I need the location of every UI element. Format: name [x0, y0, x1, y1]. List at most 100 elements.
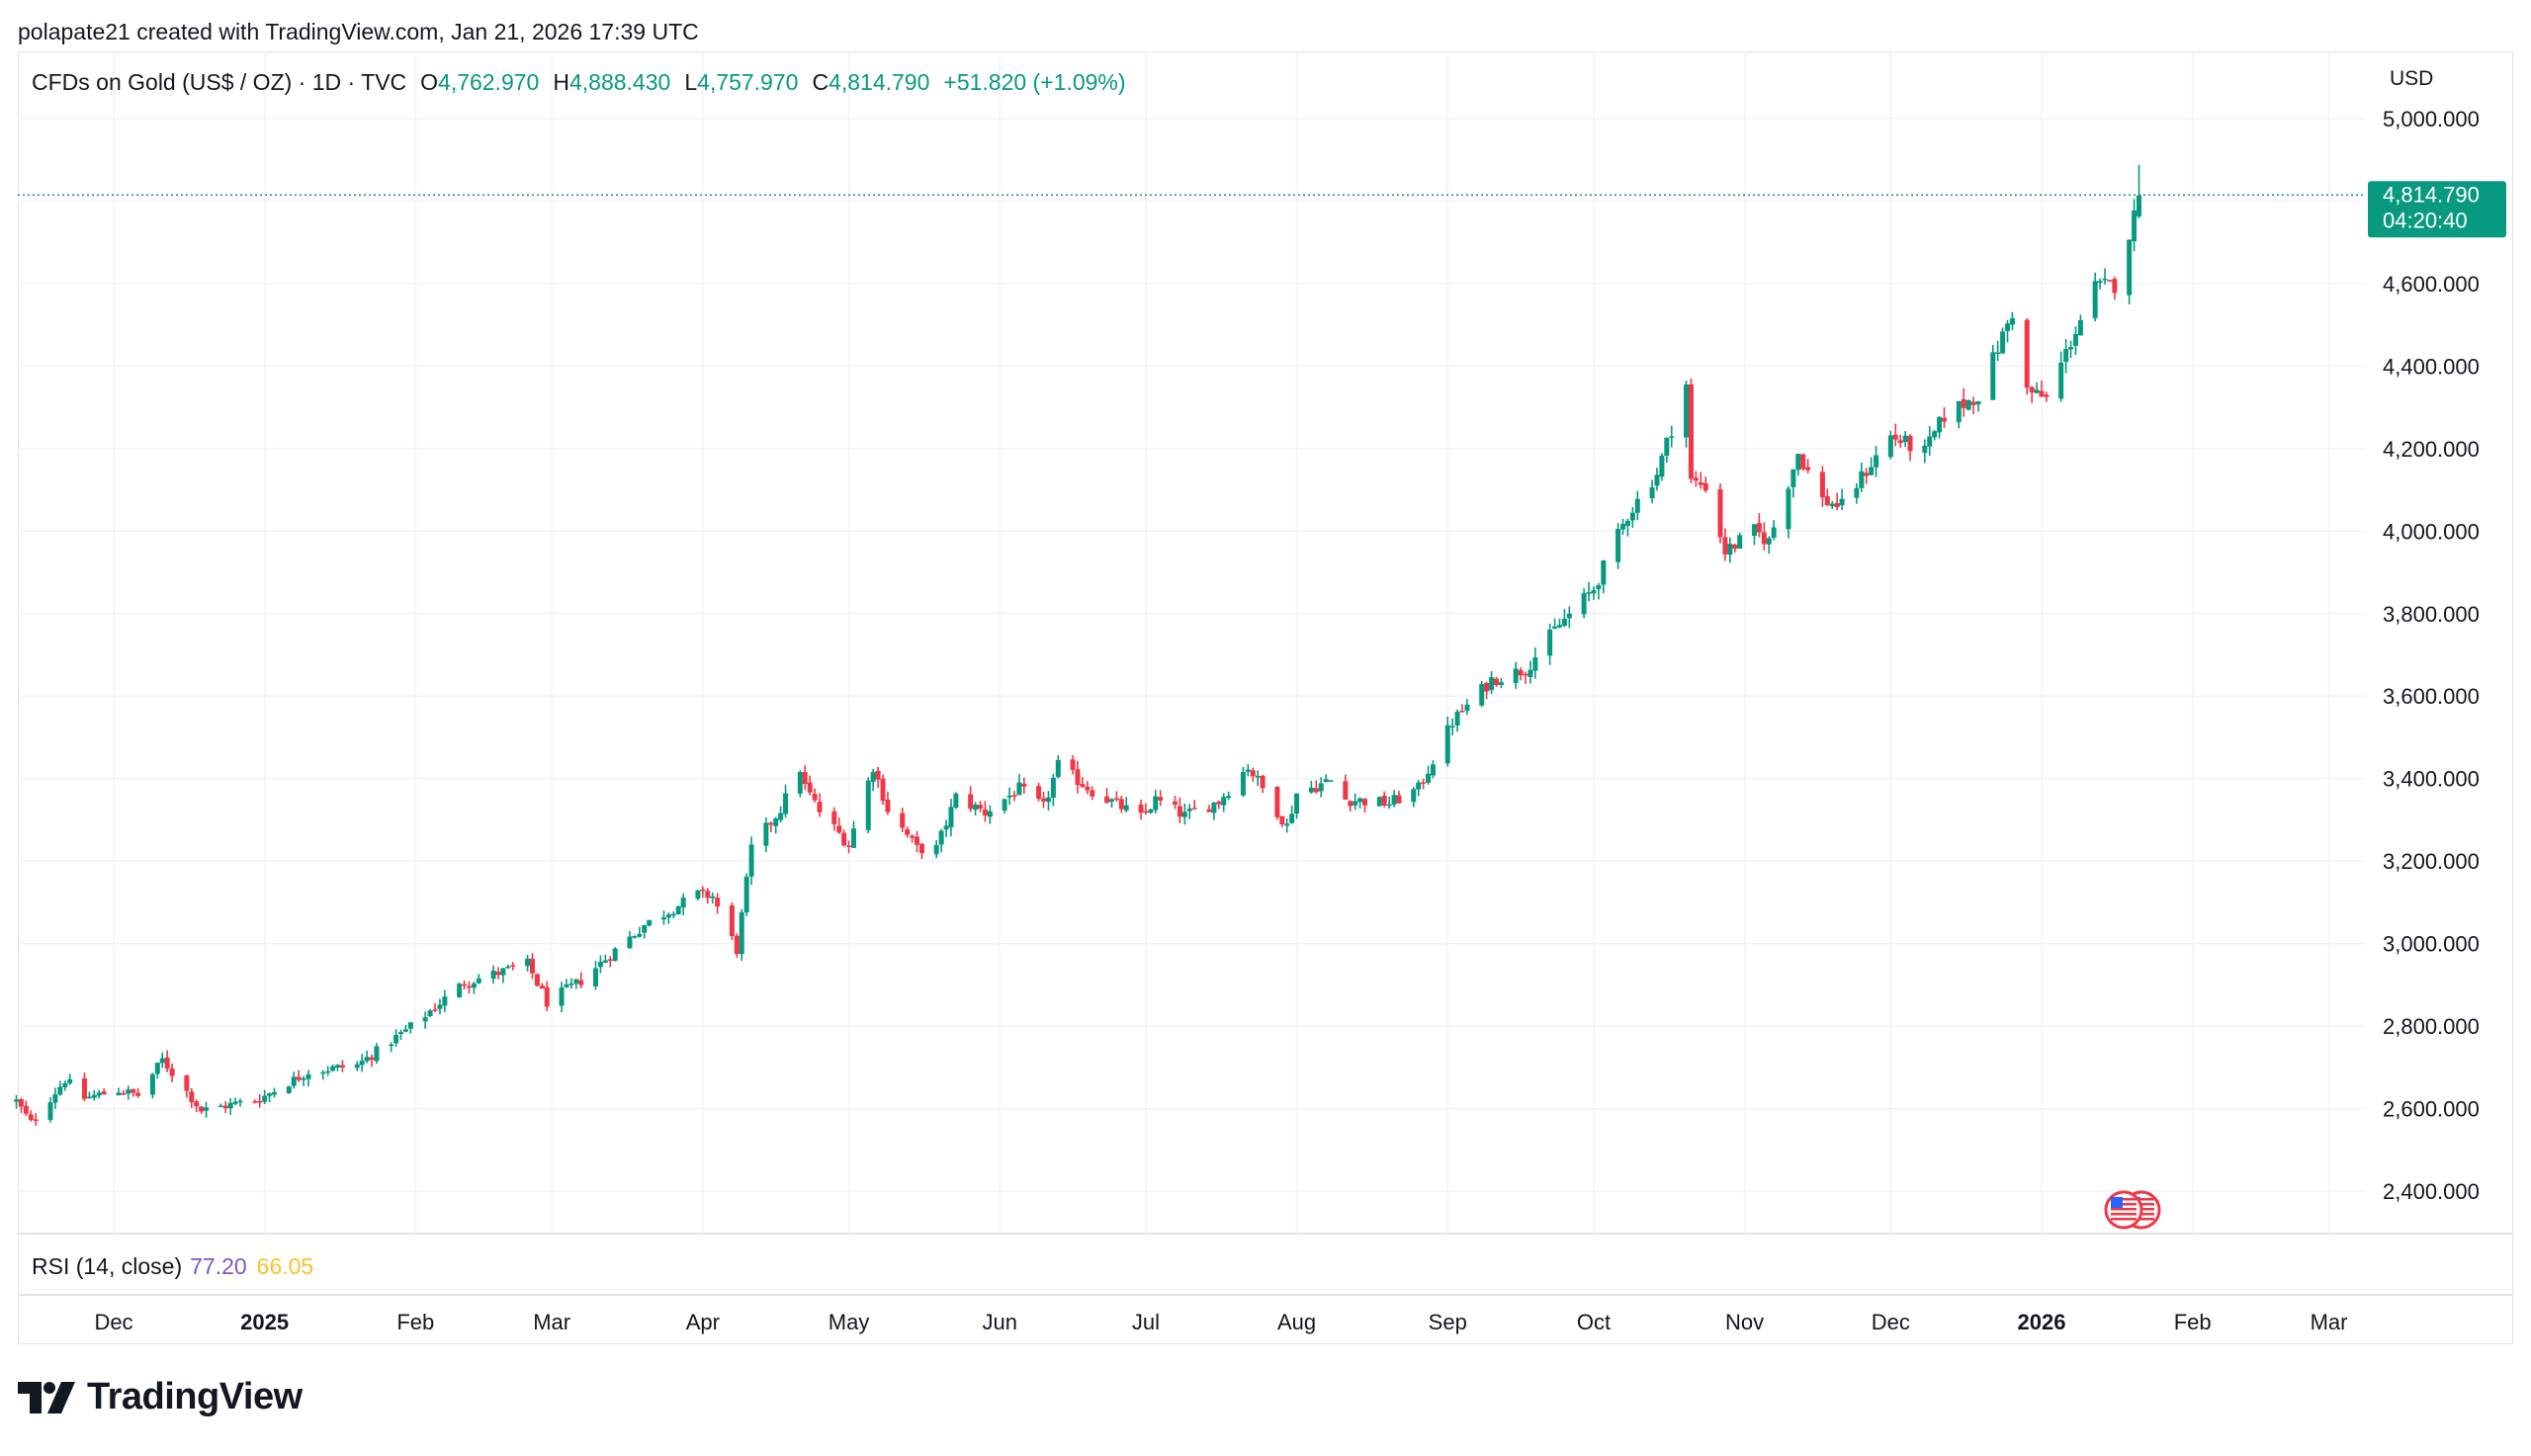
candle-body[interactable] — [593, 968, 598, 986]
candle-body[interactable] — [715, 898, 721, 907]
candle-body[interactable] — [850, 828, 856, 848]
candle-body[interactable] — [1937, 416, 1943, 433]
candle-body[interactable] — [1751, 524, 1757, 536]
candle-body[interactable] — [2136, 195, 2141, 216]
candle-body[interactable] — [1629, 512, 1635, 521]
candle-body[interactable] — [101, 1091, 107, 1095]
candle-body[interactable] — [1907, 435, 1913, 452]
candle-body[interactable] — [1493, 678, 1499, 686]
candle-body[interactable] — [1464, 704, 1470, 712]
candle-body[interactable] — [67, 1078, 73, 1084]
last-price-tag[interactable] — [2368, 181, 2506, 238]
candle-body[interactable] — [846, 845, 852, 847]
candle-body[interactable] — [642, 925, 648, 933]
candle-body[interactable] — [490, 970, 496, 980]
candle-body[interactable] — [973, 804, 979, 811]
candle-body[interactable] — [1557, 625, 1562, 628]
tradingview-brand[interactable]: TradingView — [18, 1376, 303, 1418]
candle-body[interactable] — [320, 1071, 326, 1074]
candle-body[interactable] — [232, 1101, 238, 1104]
candle-body[interactable] — [680, 898, 686, 908]
candle-body[interactable] — [1975, 401, 1981, 405]
candle-body[interactable] — [1527, 669, 1533, 678]
candle-body[interactable] — [743, 876, 749, 913]
candle-body[interactable] — [1240, 772, 1246, 796]
candle-body[interactable] — [1854, 487, 1860, 498]
candle-body[interactable] — [2058, 362, 2064, 399]
candle-body[interactable] — [257, 1100, 263, 1103]
candle-body[interactable] — [325, 1071, 331, 1073]
candle-body[interactable] — [1421, 782, 1427, 784]
candle-body[interactable] — [1245, 769, 1251, 772]
candle-body[interactable] — [1684, 384, 1690, 438]
candle-body[interactable] — [204, 1107, 210, 1111]
candle-body[interactable] — [1158, 797, 1164, 801]
candle-body[interactable] — [23, 1105, 29, 1114]
candle-body[interactable] — [1172, 801, 1178, 806]
candle-body[interactable] — [2024, 319, 2030, 388]
candle-body[interactable] — [505, 966, 511, 969]
candle-body[interactable] — [237, 1100, 243, 1103]
candle-body[interactable] — [194, 1101, 200, 1107]
candle-body[interactable] — [2107, 280, 2113, 282]
candle-body[interactable] — [1819, 471, 1825, 498]
candle-body[interactable] — [1090, 790, 1095, 797]
candle-body[interactable] — [905, 829, 911, 835]
candle-body[interactable] — [938, 830, 944, 845]
candle-body[interactable] — [500, 968, 506, 976]
candle-body[interactable] — [1284, 823, 1290, 826]
candle-body[interactable] — [807, 782, 813, 793]
candle-body[interactable] — [1839, 498, 1845, 506]
candle-body[interactable] — [1702, 482, 1708, 491]
candle-body[interactable] — [1041, 798, 1047, 802]
candle-body[interactable] — [647, 919, 653, 926]
candle-body[interactable] — [568, 983, 574, 985]
candle-body[interactable] — [149, 1073, 155, 1095]
candle-body[interactable] — [1036, 786, 1042, 800]
candle-body[interactable] — [1859, 471, 1865, 488]
candle-body[interactable] — [1824, 496, 1830, 506]
candle-body[interactable] — [14, 1099, 20, 1102]
candle-body[interactable] — [135, 1092, 141, 1096]
candle-body[interactable] — [116, 1092, 122, 1096]
candle-body[interactable] — [602, 960, 608, 963]
candle-body[interactable] — [1897, 440, 1903, 444]
candle-body[interactable] — [369, 1057, 375, 1061]
candle-body[interactable] — [1552, 626, 1558, 629]
candle-body[interactable] — [2097, 281, 2103, 283]
candle-body[interactable] — [1318, 783, 1324, 792]
candle-body[interactable] — [1965, 399, 1971, 410]
candle-body[interactable] — [1186, 809, 1192, 812]
candle-body[interactable] — [1075, 769, 1081, 786]
candle-body[interactable] — [1995, 352, 2001, 354]
candle-body[interactable] — [539, 985, 545, 989]
candle-body[interactable] — [466, 985, 472, 988]
candle-body[interactable] — [126, 1089, 131, 1094]
candle-body[interactable] — [705, 891, 711, 899]
candle-body[interactable] — [1591, 590, 1597, 594]
candle-body[interactable] — [121, 1092, 127, 1095]
candle-body[interactable] — [427, 1010, 433, 1017]
candle-body[interactable] — [398, 1032, 404, 1034]
candle-body[interactable] — [1479, 683, 1485, 706]
candle-body[interactable] — [1961, 399, 1966, 408]
candle-body[interactable] — [948, 807, 954, 827]
candle-body[interactable] — [1874, 455, 1879, 468]
candle-body[interactable] — [91, 1094, 97, 1098]
candle-body[interactable] — [1274, 786, 1280, 817]
candle-body[interactable] — [1294, 793, 1300, 814]
candle-body[interactable] — [1805, 467, 1811, 471]
candle-body[interactable] — [1942, 417, 1948, 422]
candle-body[interactable] — [1381, 795, 1387, 806]
candle-body[interactable] — [28, 1114, 34, 1121]
candle-body[interactable] — [2102, 278, 2108, 281]
candle-body[interactable] — [1459, 711, 1465, 713]
candle-body[interactable] — [1737, 535, 1743, 550]
candle-body[interactable] — [1313, 788, 1319, 793]
candle-body[interactable] — [1698, 481, 1703, 485]
candle-body[interactable] — [1518, 669, 1524, 676]
candle-body[interactable] — [154, 1063, 160, 1074]
candle-body[interactable] — [2034, 389, 2040, 393]
rsi-legend[interactable]: RSI (14, close) 77.20 66.05 — [32, 1250, 313, 1282]
candle-body[interactable] — [462, 984, 468, 986]
